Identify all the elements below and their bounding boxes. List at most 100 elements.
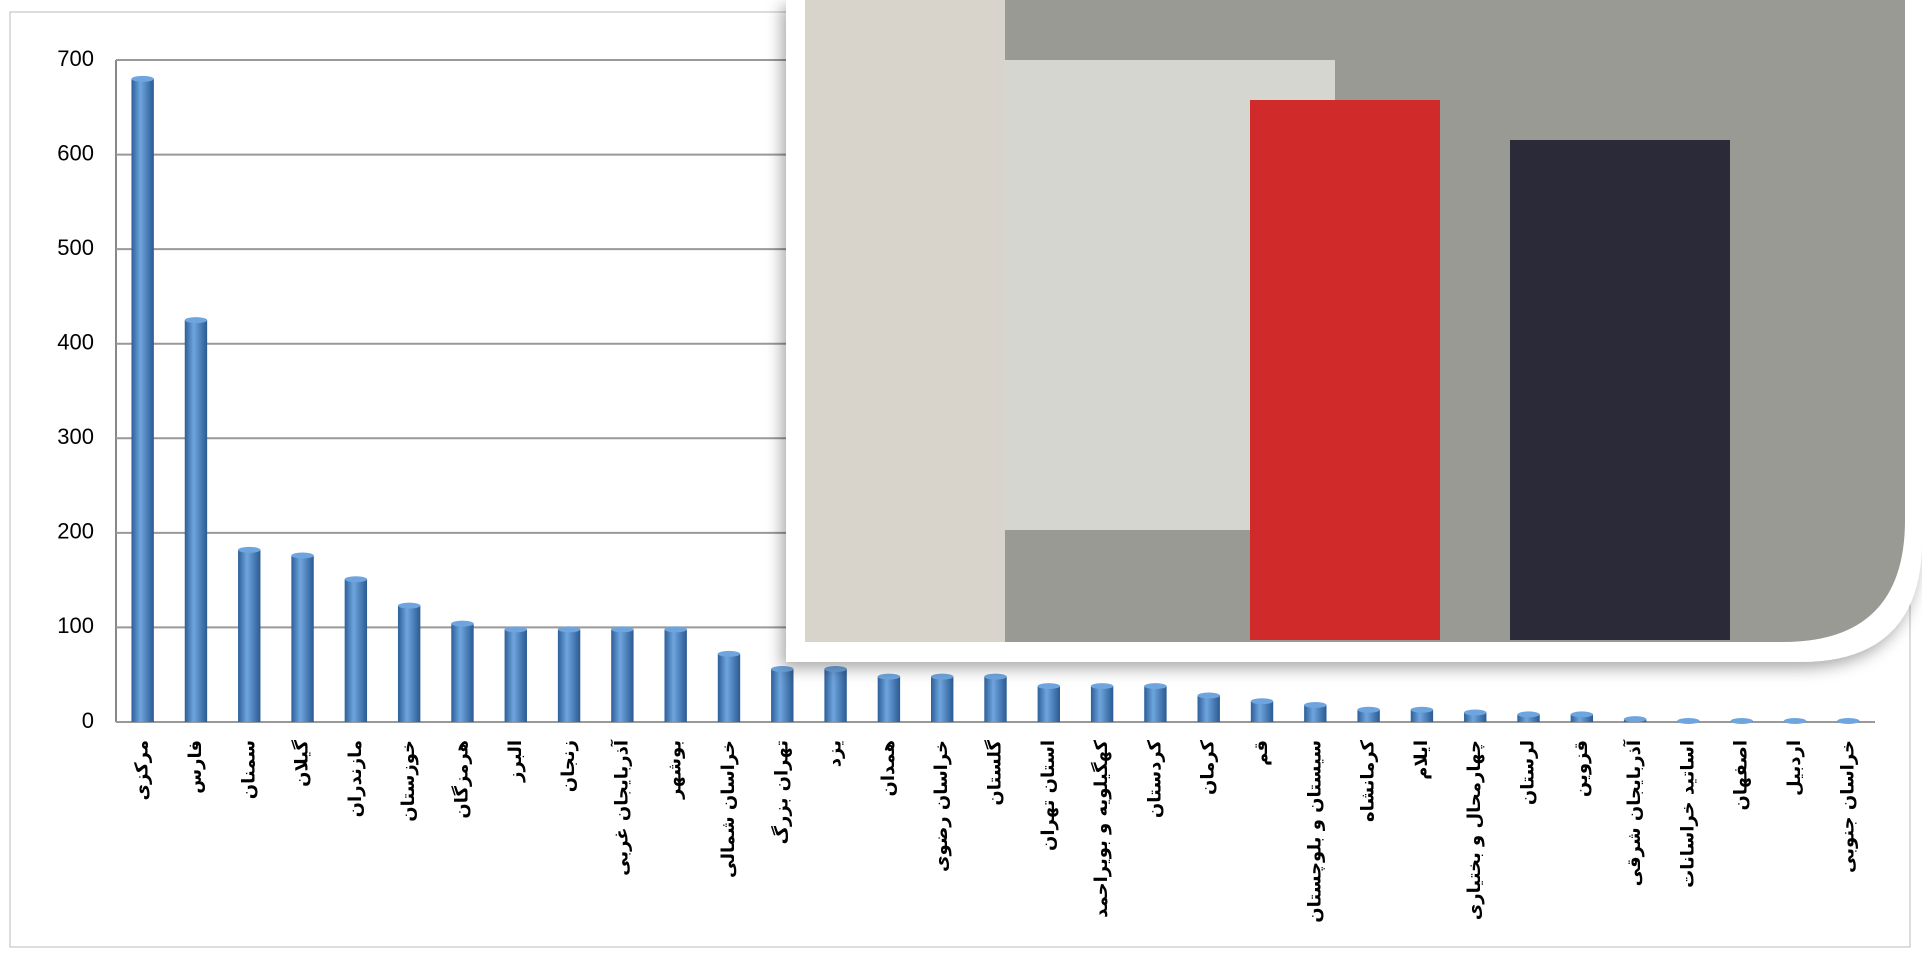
bar-cap: [664, 626, 687, 633]
bar-cap: [1783, 718, 1807, 725]
bar: [184, 320, 208, 722]
bar-cap: [557, 626, 581, 633]
x-tick-label: گلستان: [984, 739, 1006, 805]
y-tick-label: 0: [82, 708, 94, 733]
bar-cap: [184, 317, 208, 324]
x-tick-label: کردستان: [1144, 739, 1165, 818]
bar-cap: [984, 673, 1007, 680]
bar: [824, 669, 847, 722]
bar: [131, 78, 154, 722]
x-tick-label: بوشهر: [665, 740, 686, 800]
y-tick-label: 100: [57, 613, 94, 638]
x-tick-label: استان تهران: [1038, 740, 1059, 851]
bar: [1304, 704, 1327, 722]
x-tick-label: همدان: [878, 740, 899, 796]
bar: [1464, 712, 1487, 722]
bar: [611, 629, 634, 722]
x-tick-label: سمنان: [238, 740, 259, 799]
x-tick-label: خراسان رضوی: [931, 740, 952, 872]
x-tick-label: گیلان: [291, 739, 313, 786]
bar: [877, 676, 901, 722]
bar-cap: [1410, 706, 1434, 713]
bar-cap: [611, 626, 634, 633]
bar: [1144, 686, 1167, 722]
bar-cap: [1037, 683, 1060, 690]
x-tick-label: خراسان جنوبی: [1837, 740, 1858, 873]
bar-cap: [824, 666, 847, 673]
bar: [451, 623, 474, 722]
bar-cap: [1304, 701, 1327, 708]
bar: [1197, 695, 1220, 722]
bar: [664, 629, 687, 722]
y-tick-label: 400: [57, 330, 94, 355]
bar-cap: [291, 552, 314, 559]
bar: [1357, 709, 1380, 722]
bar: [771, 669, 794, 722]
bar-cap: [1570, 711, 1594, 718]
bar: [717, 653, 741, 722]
x-tick-label: تهران بزرگ: [770, 740, 792, 844]
bar-cap: [1090, 683, 1114, 690]
photo-person: [1250, 100, 1440, 640]
bar: [397, 605, 421, 722]
x-tick-label: اردبیل: [1784, 740, 1805, 796]
x-tick-label: لرستان: [1518, 740, 1539, 805]
bar-cap: [1837, 718, 1860, 725]
bar-cap: [504, 626, 527, 633]
bar-cap: [1144, 683, 1167, 690]
x-tick-label: خراسان شمالی: [718, 740, 739, 878]
y-tick-label: 300: [57, 424, 94, 449]
bar-cap: [931, 673, 954, 680]
bar: [984, 676, 1007, 722]
bar-cap: [771, 666, 794, 673]
x-tick-label: قم: [1251, 740, 1272, 766]
bar: [344, 579, 368, 722]
bar-cap: [1517, 711, 1540, 718]
bar: [1250, 701, 1274, 722]
x-tick-label: فارس: [185, 740, 206, 794]
bar: [1090, 686, 1114, 722]
bar-cap: [1677, 718, 1700, 725]
bar-cap: [717, 650, 741, 657]
x-tick-label: کرمان: [1198, 739, 1219, 794]
x-tick-label: اصفهان: [1731, 740, 1752, 811]
bar: [1037, 686, 1060, 722]
x-tick-label: آذربایجان غربی: [609, 739, 632, 876]
bar: [238, 549, 261, 722]
bar-cap: [877, 673, 901, 680]
y-tick-label: 200: [57, 519, 94, 544]
bar: [931, 676, 954, 722]
x-tick-label: اساتید خراسانات: [1677, 740, 1698, 888]
bar-cap: [1623, 716, 1647, 723]
y-tick-label: 500: [57, 235, 94, 260]
bar-cap: [1464, 709, 1487, 716]
y-tick-label: 600: [57, 140, 94, 165]
photo: [786, 0, 1922, 662]
bar-cap: [344, 576, 368, 583]
bar-cap: [131, 75, 154, 82]
x-tick-label: ایلام: [1411, 740, 1432, 780]
x-tick-label: کرمانشاه: [1358, 739, 1379, 822]
bar: [291, 555, 314, 722]
bar-cap: [397, 602, 421, 609]
x-tick-label: آذربایجان شرقی: [1622, 739, 1645, 886]
bar: [1517, 714, 1540, 722]
bar-cap: [1730, 718, 1753, 725]
x-tick-label: یزد: [825, 740, 846, 767]
x-tick-label: مرکزی: [132, 740, 153, 801]
x-tick-label: سیستان و بلوچستان: [1304, 740, 1325, 923]
bar: [504, 629, 527, 722]
bar: [1410, 709, 1434, 722]
x-tick-label: هرمزگان: [450, 740, 472, 819]
x-tick-label: مازندران: [345, 740, 366, 817]
bar-cap: [238, 546, 261, 553]
bar-cap: [1197, 692, 1220, 699]
bar: [557, 629, 581, 722]
photo-person: [1510, 140, 1730, 640]
bar: [1570, 714, 1594, 722]
photo-wall: [805, 0, 1005, 642]
y-tick-label: 700: [57, 46, 94, 71]
x-tick-label: خوزستان: [398, 740, 419, 822]
x-tick-label: چهارمحال و بختیاری: [1464, 740, 1485, 920]
